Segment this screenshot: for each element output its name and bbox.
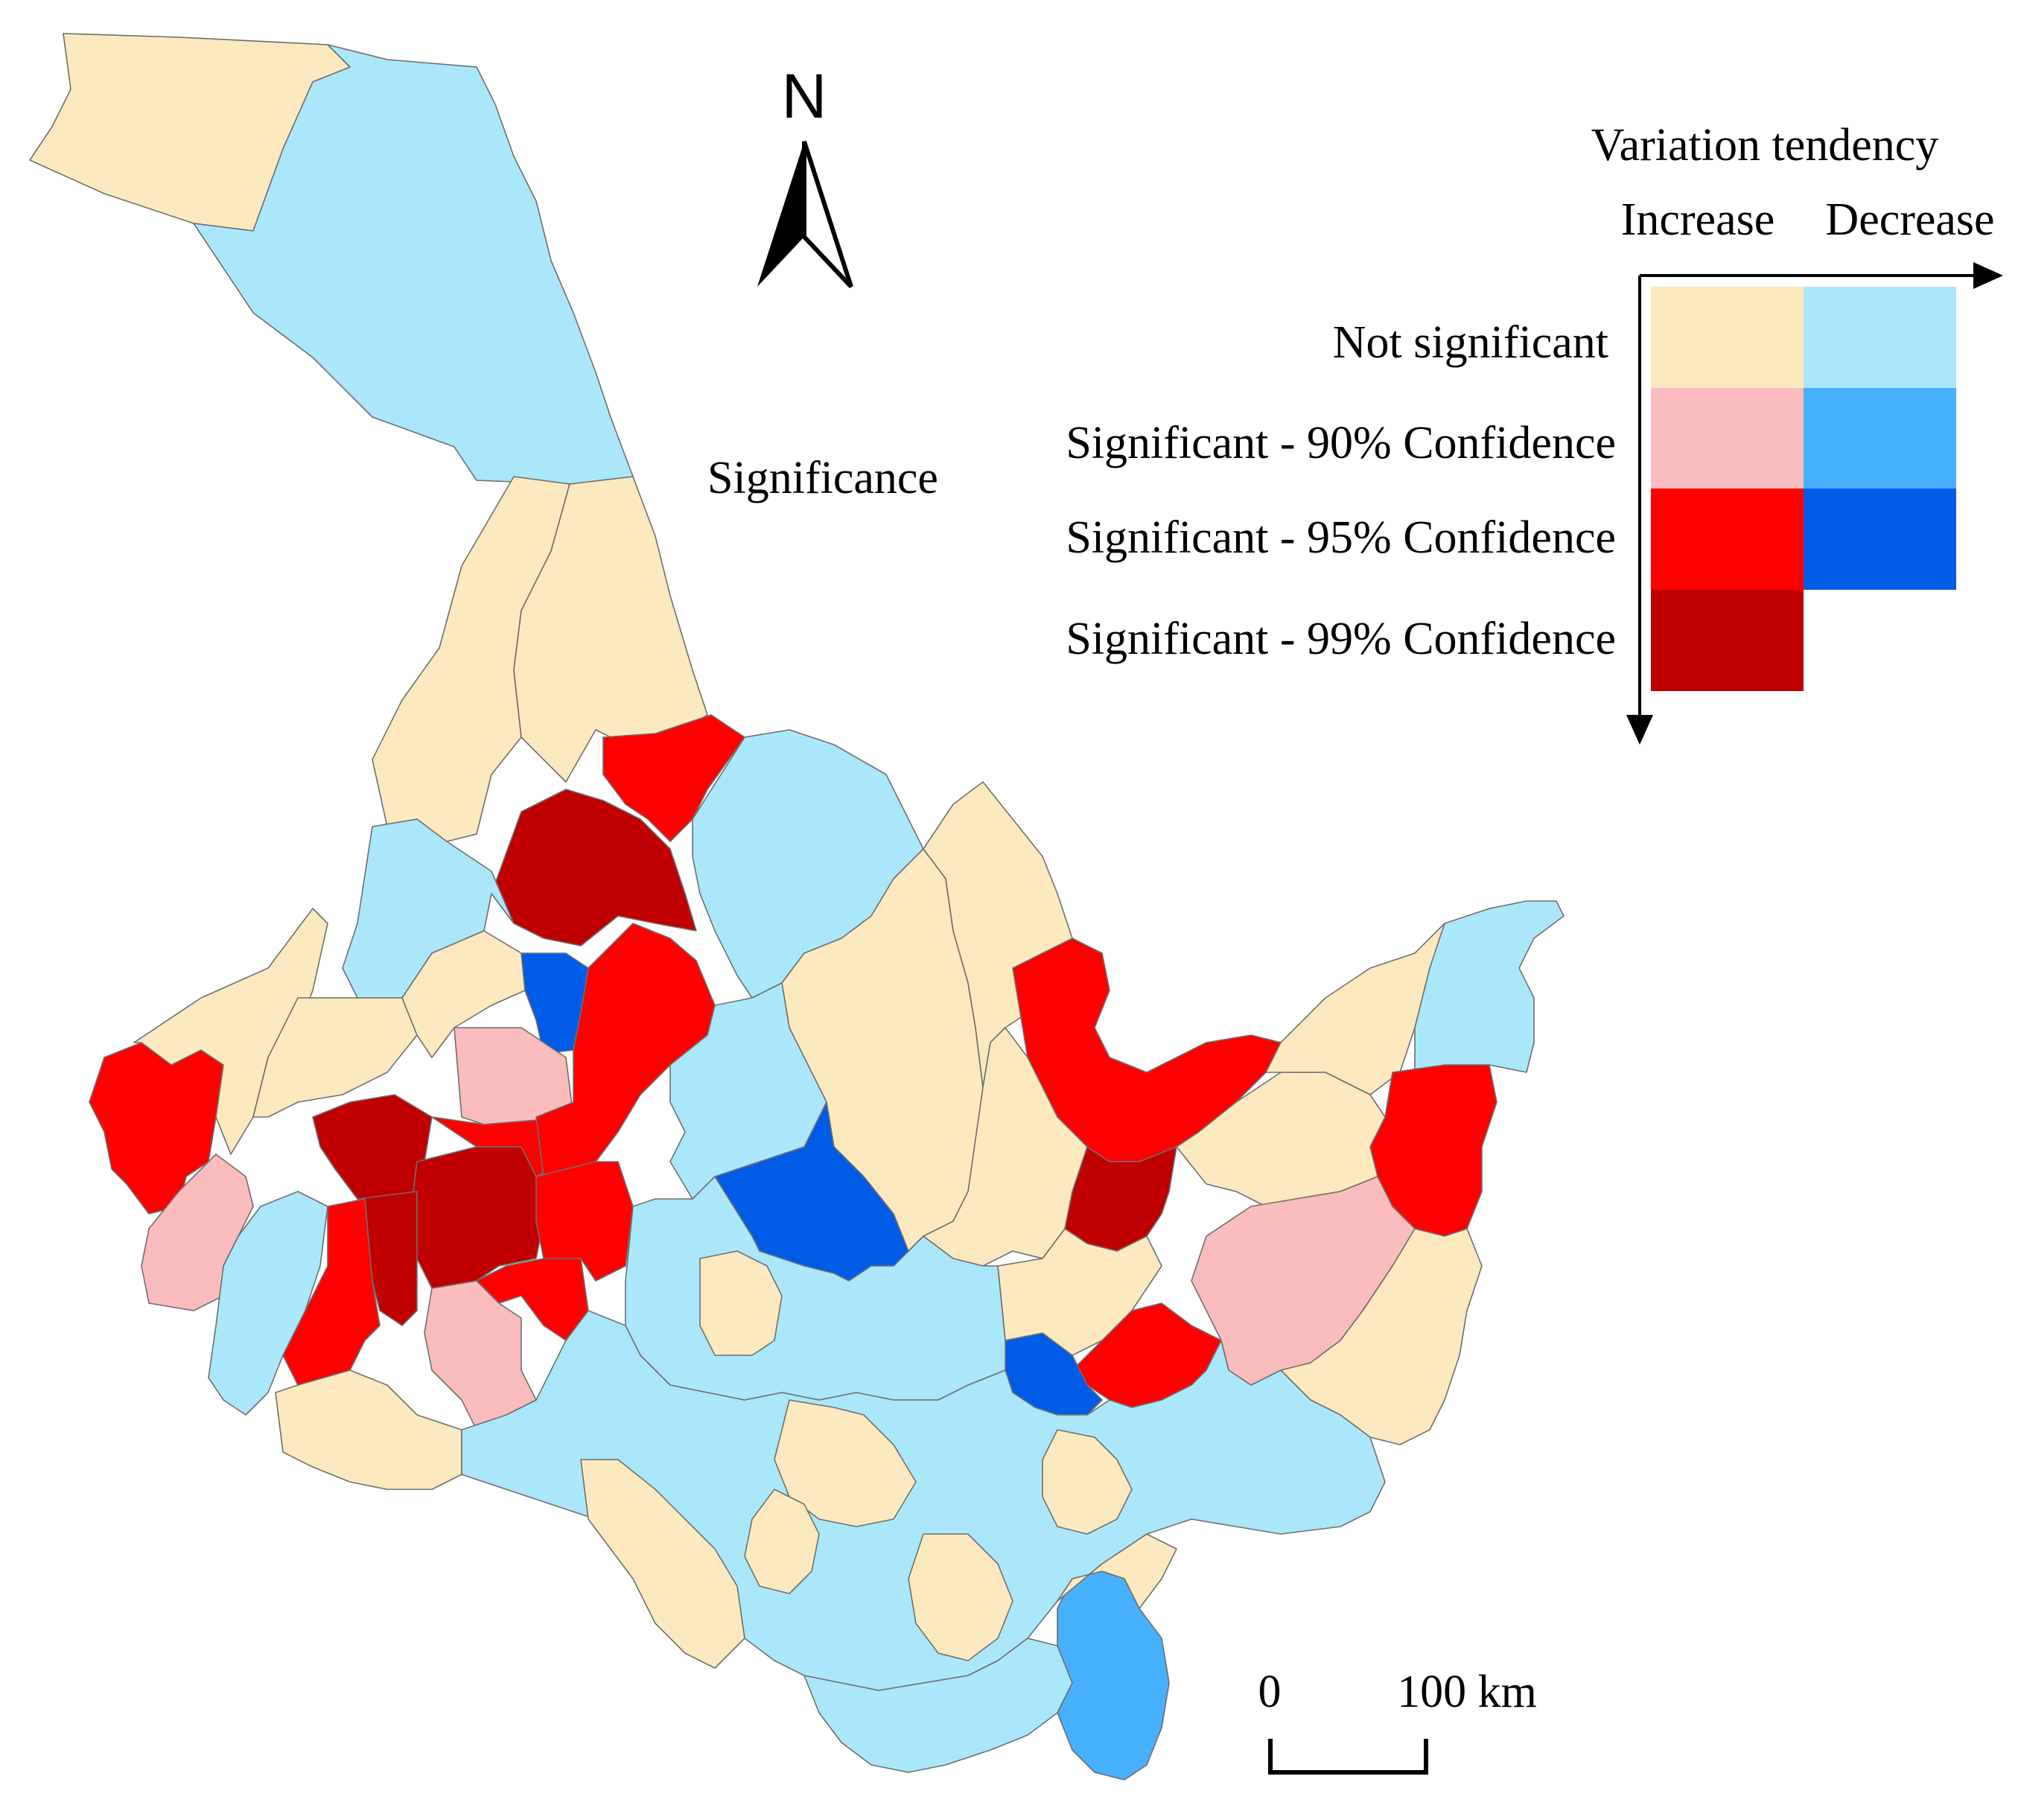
region-south-tail-beige [1057,1533,1177,1609]
legend-swatches [1651,287,1956,691]
legend-row-99: Significant - 99% Confidence [1066,614,1616,664]
swatch-increase-90 [1651,388,1804,489]
legend-axes [1626,262,2003,745]
region-red-diagonal [535,923,716,1177]
north-arrow: N [757,61,853,289]
legend-row-90: Significant - 90% Confidence [1066,418,1616,468]
map-regions [29,33,1565,1781]
legend-title: Variation tendency [1591,120,1939,171]
region-pink-south-west [424,1280,537,1431]
region-south-east-beige [1280,1228,1483,1445]
legend-column-increase: Increase [1621,194,1775,245]
region-east-beige [1176,1072,1386,1207]
region-west-beige-2 [252,997,418,1118]
scale-bar-end-label: 100 km [1397,1667,1537,1717]
legend-row-not-significant: Not significant [1333,317,1608,368]
swatch-increase-95 [1651,489,1804,590]
legend-axis-significance: Significance [707,453,938,503]
scale-bar: 0 100 km [1258,1667,1537,1775]
swatch-decrease-95 [1804,489,1956,590]
region-central-blue-mid [669,982,827,1200]
swatch-decrease-not-significant [1804,287,1956,388]
region-south-blue-large [461,1310,1386,1691]
region-dark-red-north [491,789,697,946]
legend: Variation tendency Increase Decrease Sig… [707,120,2003,745]
legend-row-95: Significant - 95% Confidence [1066,512,1616,563]
swatch-decrease-90 [1804,388,1956,489]
region-south-beige-a [580,1459,745,1669]
region-south-beige-e [744,1489,820,1594]
region-south-beige-c [908,1533,1013,1661]
region-south-beige-left [699,1250,783,1356]
region-ne-blue [1414,900,1565,1081]
scale-bar-start-label: 0 [1258,1667,1282,1717]
legend-column-decrease: Decrease [1825,194,1994,245]
region-south-beige-d [1042,1429,1133,1535]
region-west-beige-3 [401,930,526,1058]
scale-bar-line [1268,1739,1428,1775]
region-west-blue-large [208,1191,328,1416]
swatch-increase-not-significant [1651,287,1804,388]
north-arrow-label: N [782,61,827,131]
north-arrow-icon [757,141,853,289]
swatch-increase-99 [1651,590,1804,691]
region-red-center-south [535,1161,634,1282]
region-central-beige-3 [997,1228,1162,1356]
region-south-beige-b [774,1399,917,1527]
region-south-west-beige [275,1369,462,1490]
region-south-tail-mid-blue [1057,1571,1170,1781]
